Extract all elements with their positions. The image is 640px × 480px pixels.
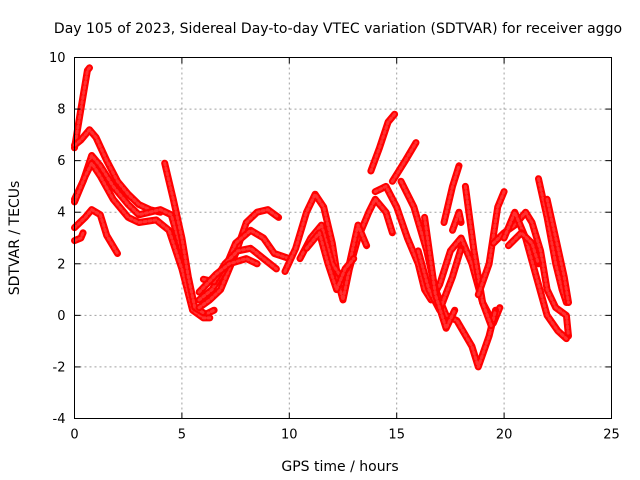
- series-markers-sat-p: [390, 141, 418, 183]
- series-markers-sat-w: [463, 184, 493, 328]
- series-markers-sat-b: [73, 128, 162, 214]
- x-tick-label: 25: [603, 428, 620, 443]
- series-markers-sat-ac: [545, 197, 570, 304]
- series-markers-sat-j: [201, 246, 278, 284]
- x-tick-label: 20: [496, 428, 513, 443]
- series-markers-sat-a: [73, 66, 91, 150]
- series-markers-sat-aa: [506, 231, 540, 266]
- x-axis-label: GPS time / hours: [281, 459, 398, 475]
- series-markers-sat-f: [73, 231, 85, 243]
- data-series: [71, 64, 572, 371]
- chart-title: Day 105 of 2023, Sidereal Day-to-day VTE…: [54, 21, 622, 37]
- series-markers-sat-l: [283, 192, 394, 302]
- y-tick-label: 8: [57, 103, 65, 118]
- plot-frame: [74, 57, 612, 419]
- x-tick-label: 0: [70, 428, 78, 443]
- x-tick-label: 5: [178, 428, 186, 443]
- y-tick-label: -4: [53, 412, 66, 427]
- series-markers-sat-o: [369, 112, 397, 173]
- axis-ticks: 0 5 10 15 20 25 -4 -2 0 2 4 6 8 10: [49, 51, 620, 443]
- series-markers-sat-k: [197, 257, 259, 294]
- series-markers-sat-x: [476, 190, 506, 297]
- y-tick-label: 4: [57, 206, 65, 221]
- series-markers-sat-t: [423, 215, 457, 330]
- y-tick-label: 2: [57, 257, 65, 272]
- y-tick-label: 0: [57, 309, 65, 324]
- series-markers-sat-i: [197, 228, 291, 302]
- series-markers-sat-u: [442, 164, 461, 224]
- x-tick-label: 10: [281, 428, 298, 443]
- y-tick-label: 10: [49, 51, 66, 66]
- series-markers-sat-v: [451, 210, 463, 232]
- x-tick-label: 15: [388, 428, 405, 443]
- series-markers-sat-n: [305, 231, 356, 292]
- y-tick-label: 6: [57, 154, 65, 169]
- y-axis-label: SDTVAR / TECUs: [7, 181, 23, 296]
- series-markers-sat-z: [502, 210, 568, 341]
- y-tick-label: -2: [53, 360, 66, 375]
- series-markers-sat-e: [73, 208, 119, 255]
